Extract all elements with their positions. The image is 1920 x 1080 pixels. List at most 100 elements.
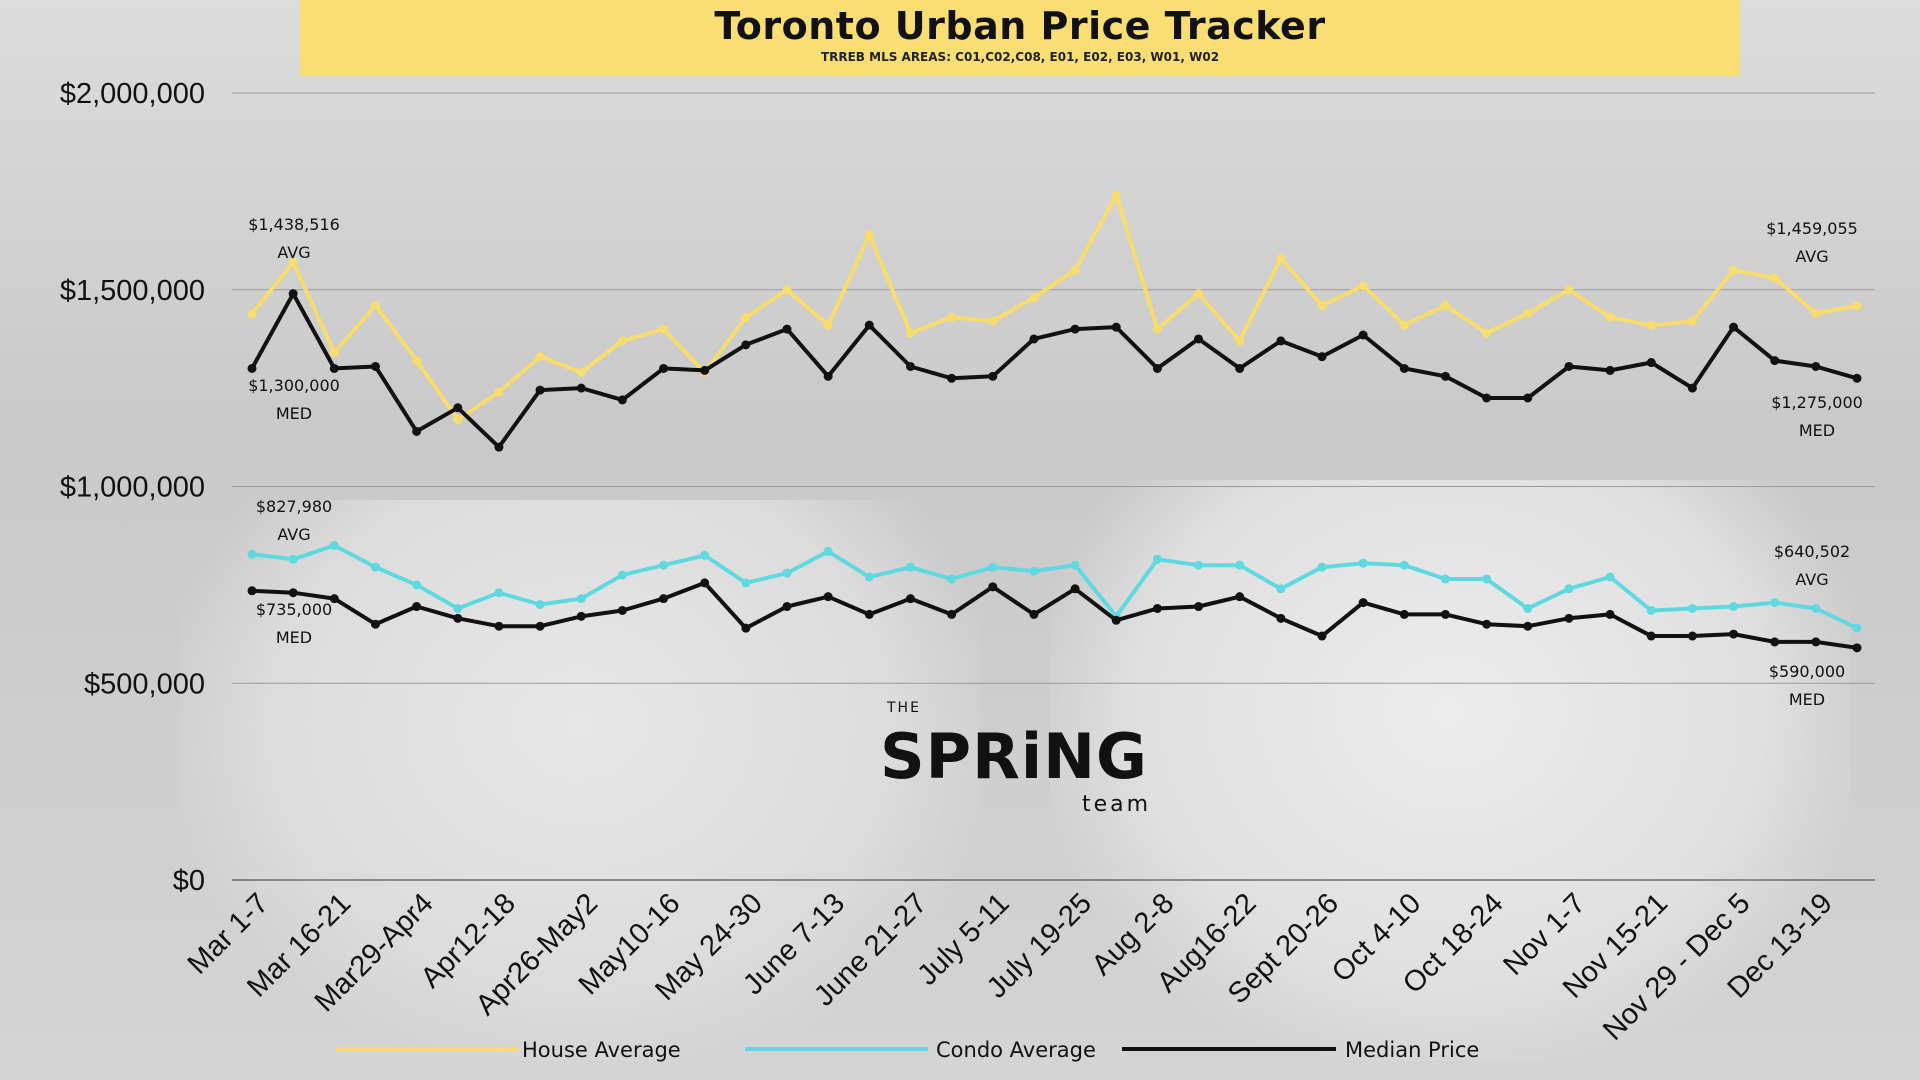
data-point [1564, 361, 1574, 371]
logo-spring-text: SPRiNG [880, 720, 1148, 793]
data-point [988, 371, 998, 381]
data-point [1111, 190, 1121, 200]
data-point [947, 312, 957, 322]
spring-team-logo: THE SPRiNG team [880, 700, 1180, 820]
data-point [288, 588, 298, 598]
data-point [741, 312, 751, 322]
data-point [659, 363, 669, 373]
annotation-value: $1,438,516 [248, 215, 340, 234]
data-point [1276, 253, 1286, 263]
data-point [494, 387, 504, 397]
data-point [370, 562, 380, 572]
data-point [700, 578, 710, 588]
data-point [1729, 629, 1739, 639]
data-point [700, 365, 710, 375]
data-point [1729, 602, 1739, 612]
data-point [576, 383, 586, 393]
data-point [329, 594, 339, 604]
data-point [1358, 281, 1368, 291]
data-point [1482, 328, 1492, 338]
data-point [535, 600, 545, 610]
data-point [1852, 643, 1862, 653]
background-person-left [180, 500, 980, 1060]
data-point [864, 572, 874, 582]
data-point [1317, 352, 1327, 362]
data-point [1399, 609, 1409, 619]
data-point [1399, 320, 1409, 330]
data-point [1194, 289, 1204, 299]
data-point [576, 611, 586, 621]
data-point [1564, 584, 1574, 594]
data-point [535, 621, 545, 631]
data-point [1070, 324, 1080, 334]
data-point [1152, 554, 1162, 564]
legend-label: House Average [522, 1038, 681, 1062]
data-point [1729, 265, 1739, 275]
data-point [1564, 285, 1574, 295]
data-point [1646, 358, 1656, 368]
data-point [947, 373, 957, 383]
data-point [823, 592, 833, 602]
data-point [1523, 621, 1533, 631]
data-point [1523, 393, 1533, 403]
data-point [1811, 308, 1821, 318]
legend-label: Median Price [1345, 1038, 1479, 1062]
legend-label: Condo Average [936, 1038, 1096, 1062]
y-tick-label: $2,000,000 [60, 78, 205, 110]
data-point [947, 574, 957, 584]
data-point [288, 554, 298, 564]
data-point [1770, 637, 1780, 647]
data-point [947, 609, 957, 619]
data-point [1194, 334, 1204, 344]
annotation-tag: AVG [1795, 247, 1828, 266]
data-point [1687, 383, 1697, 393]
data-point [1235, 363, 1245, 373]
y-tick-label: $0 [173, 865, 205, 897]
annotation-value: $1,300,000 [248, 376, 340, 395]
data-point [823, 320, 833, 330]
data-point [1605, 312, 1615, 322]
data-point [1317, 631, 1327, 641]
logo-the-text: THE [887, 700, 921, 716]
data-point [823, 371, 833, 381]
series-line [250, 193, 1858, 422]
data-point [1152, 324, 1162, 334]
data-point [1029, 293, 1039, 303]
data-point [1152, 603, 1162, 613]
annotation-tag: MED [1799, 421, 1835, 440]
data-point [535, 385, 545, 395]
data-point [700, 550, 710, 560]
data-point [988, 316, 998, 326]
data-point [659, 324, 669, 334]
data-point [453, 603, 463, 613]
annotation-tag: AVG [277, 525, 310, 544]
data-point [1070, 560, 1080, 570]
data-point [1194, 560, 1204, 570]
data-point [247, 309, 257, 319]
data-point [1399, 560, 1409, 570]
data-point [741, 623, 751, 633]
series-line [251, 543, 1858, 630]
data-point [1029, 334, 1039, 344]
data-point [1687, 631, 1697, 641]
logo-team-text: team [1082, 792, 1152, 817]
annotation-tag: MED [276, 628, 312, 647]
annotation-tag: MED [276, 404, 312, 423]
data-point [329, 348, 339, 358]
data-point [1276, 613, 1286, 623]
y-tick-label: $1,000,000 [60, 472, 205, 504]
data-point [1440, 574, 1450, 584]
data-point [1440, 371, 1450, 381]
data-point [1646, 605, 1656, 615]
data-point [1029, 609, 1039, 619]
annotation-value: $590,000 [1769, 662, 1845, 681]
data-point [1111, 615, 1121, 625]
data-point [1111, 322, 1121, 332]
data-point [1358, 330, 1368, 340]
data-point [1811, 637, 1821, 647]
data-point [1564, 613, 1574, 623]
data-point [1070, 584, 1080, 594]
data-point [1605, 609, 1615, 619]
data-point [1852, 301, 1862, 311]
data-point [370, 300, 380, 310]
